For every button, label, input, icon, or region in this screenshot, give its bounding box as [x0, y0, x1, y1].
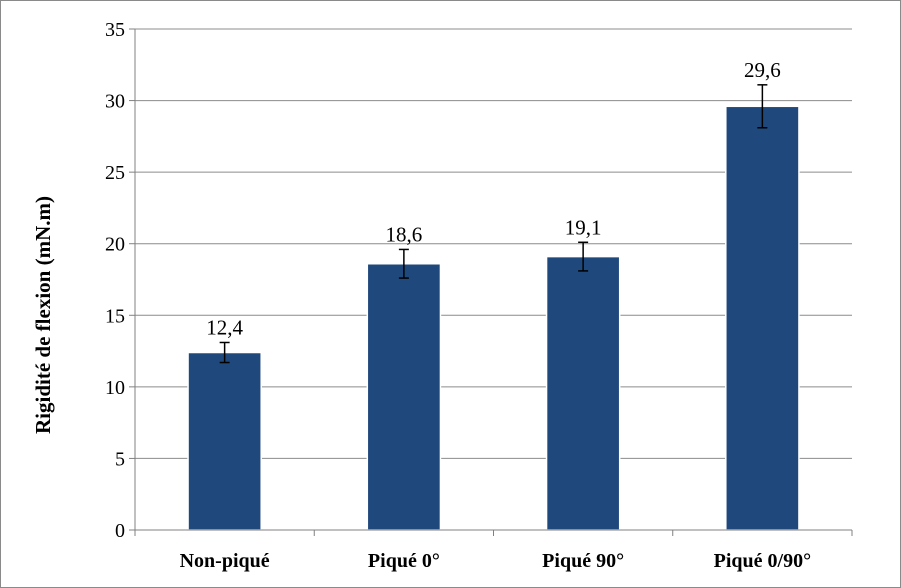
y-tick-label: 25	[105, 162, 125, 184]
bars	[187, 105, 800, 531]
y-axis-label: Rigidité de flexion (mN.m)	[31, 196, 55, 434]
y-tick-label: 20	[105, 234, 125, 256]
bar	[187, 351, 262, 531]
data-label: 18,6	[386, 222, 423, 246]
data-label: 29,6	[744, 58, 781, 82]
bar	[366, 263, 442, 531]
y-axis-ticks: 0 5 10 15 20 25 30 35	[105, 19, 135, 542]
y-tick-label: 5	[115, 448, 125, 470]
data-labels: 12,4 18,6 19,1 29,6	[206, 58, 781, 340]
category-label: Piqué 0/90°	[714, 550, 811, 572]
y-tick-label: 35	[105, 19, 125, 41]
error-bars	[219, 84, 768, 364]
y-tick-label: 15	[105, 305, 125, 327]
y-tick-label: 10	[105, 377, 125, 399]
y-tick-label: 0	[115, 520, 125, 542]
data-label: 12,4	[206, 315, 243, 339]
bar	[725, 105, 800, 531]
category-label: Piqué 0°	[368, 550, 440, 572]
bar	[545, 255, 621, 531]
x-axis-categories: Non-piqué Piqué 0° Piqué 90° Piqué 0/90°	[180, 550, 811, 572]
axes	[134, 29, 853, 536]
category-label: Non-piqué	[180, 550, 270, 572]
y-tick-label: 30	[105, 91, 125, 113]
data-label: 19,1	[565, 215, 602, 239]
category-label: Piqué 90°	[542, 550, 624, 572]
